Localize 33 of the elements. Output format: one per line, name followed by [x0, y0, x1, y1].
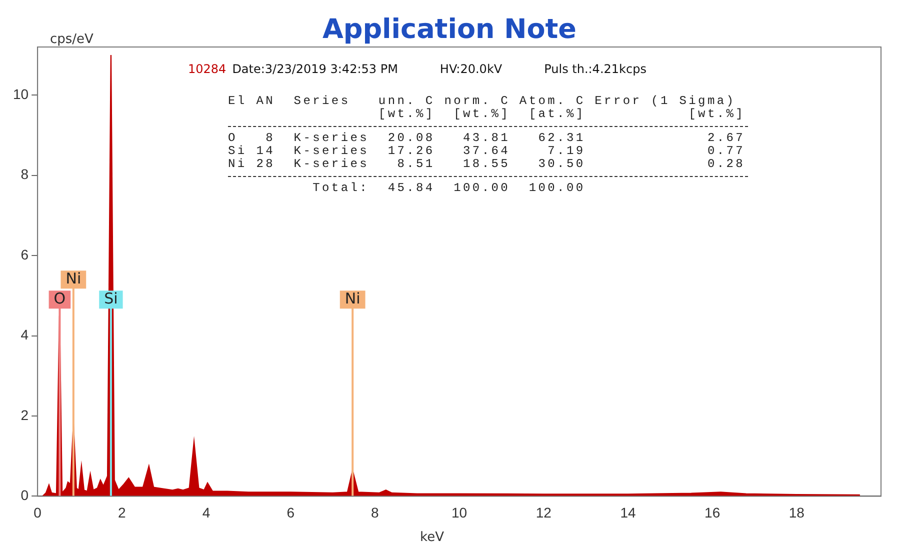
y-tick-label: 10 — [12, 86, 29, 102]
annotation: [wt.%] [wt.%] [at.%] [wt.%] — [377, 107, 746, 121]
x-tick-label: 2 — [118, 504, 126, 520]
x-tick-label: 16 — [704, 504, 720, 520]
y-tick-label: 6 — [20, 246, 29, 262]
x-tick-label: 6 — [286, 504, 295, 520]
annotation: Total: 45.84 100.00 100.00 — [312, 181, 586, 195]
ref-line-label: Si — [104, 290, 118, 308]
y-axis-title: cps/eV — [50, 32, 94, 47]
x-tick-label: 18 — [788, 504, 805, 520]
annotation: Puls th.:4.21kcps — [544, 62, 646, 76]
x-tick-label: 4 — [202, 504, 210, 520]
x-tick-label: 10 — [451, 504, 468, 520]
chart-title: Application Note — [322, 14, 576, 45]
x-axis-title: keV — [420, 530, 444, 545]
ref-line-label: Ni — [344, 290, 360, 308]
annotation: O 8 K-series 20.08 43.81 62.31 2.67 — [228, 131, 746, 145]
y-tick-label: 4 — [20, 326, 29, 343]
annotation: Si 14 K-series 17.26 37.64 7.19 0.77 — [228, 144, 746, 158]
x-tick-label: 12 — [536, 504, 552, 520]
annotation: Ni 28 K-series 8.51 18.55 30.50 0.28 — [228, 157, 746, 171]
x-tick-label: 14 — [620, 504, 636, 520]
ref-line-label: Ni — [66, 270, 82, 288]
y-tick-label: 8 — [20, 166, 29, 182]
ref-line-label: O — [54, 290, 66, 308]
annotation: HV:20.0kV — [440, 62, 502, 76]
y-tick-label: 0 — [20, 487, 29, 504]
y-tick-label: 2 — [20, 406, 29, 423]
annotation: Date:3/23/2019 3:42:53 PM — [232, 62, 398, 76]
annotation: El AN Series unn. C norm. C Atom. C Error (1 Sigma) — [228, 94, 737, 108]
annotation: 10284 — [188, 62, 226, 76]
x-tick-label: 8 — [371, 504, 380, 520]
x-tick-label: 0 — [34, 504, 42, 520]
